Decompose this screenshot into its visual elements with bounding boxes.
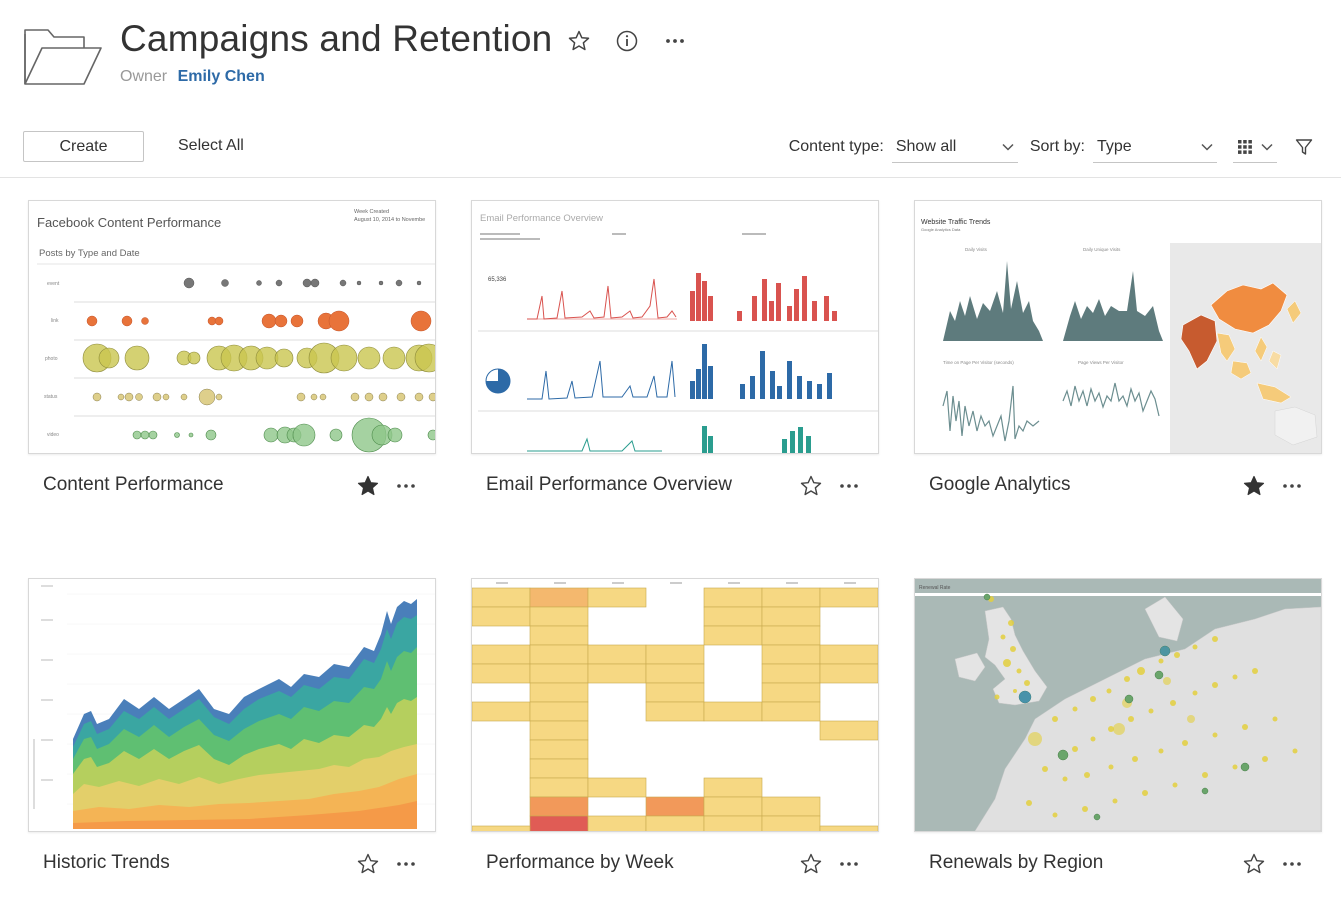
owner-row: Owner Emily Chen xyxy=(120,68,265,86)
filter-icon[interactable] xyxy=(1293,136,1315,158)
content-type-label: Content type: xyxy=(788,138,884,155)
workbook-thumbnail[interactable]: Facebook Content Performance Posts by Ty… xyxy=(28,200,436,454)
content-type-value: Show all xyxy=(895,137,957,155)
card-footer: Content Performance xyxy=(28,468,436,508)
more-icon[interactable] xyxy=(662,28,688,54)
thumb-panel-title: Time on Page Per Visitor (seconds) xyxy=(943,360,1014,365)
thumb-note: Week Created xyxy=(354,209,389,215)
star-icon[interactable] xyxy=(1242,852,1266,876)
thumb-title: Website Traffic Trends xyxy=(921,219,991,226)
workbook-card: Historic Trends xyxy=(28,578,436,886)
toolbar-divider xyxy=(0,177,1341,178)
card-title[interactable]: Content Performance xyxy=(43,474,224,495)
header-actions xyxy=(566,28,688,54)
thumb-panel-title: Page Views Per Visitor xyxy=(1078,360,1124,365)
thumbnail-traffic-dashboard: Website Traffic Trends Google Analytics … xyxy=(921,219,1321,453)
card-title[interactable]: Historic Trends xyxy=(43,852,170,873)
card-title[interactable]: Email Performance Overview xyxy=(486,474,733,495)
workbook-card: Website Traffic Trends Google Analytics … xyxy=(914,200,1322,508)
card-title[interactable]: Performance by Week xyxy=(486,852,674,873)
owner-label: Owner xyxy=(120,68,168,85)
workbook-thumbnail[interactable]: Email Performance Overview 65,336 xyxy=(471,200,879,454)
thumb-title: Facebook Content Performance xyxy=(37,215,221,230)
sort-by-label: Sort by: xyxy=(1029,138,1085,155)
thumbnail-map: Renewal Rate xyxy=(915,579,1321,831)
view-mode-select[interactable] xyxy=(1233,131,1277,163)
thumbnail-email-dashboard: Email Performance Overview 65,336 xyxy=(478,213,878,453)
more-icon[interactable] xyxy=(394,852,418,876)
star-icon[interactable] xyxy=(356,474,380,498)
card-footer: Historic Trends xyxy=(28,846,436,886)
folder-icon xyxy=(22,24,104,88)
create-button[interactable]: Create xyxy=(23,131,144,162)
thumb-row-label: event xyxy=(47,281,60,287)
owner-link[interactable]: Emily Chen xyxy=(177,68,265,85)
thumb-row-label: status xyxy=(44,394,58,400)
workbook-thumbnail[interactable]: Renewal Rate xyxy=(914,578,1322,832)
chevron-down-icon xyxy=(1201,143,1213,151)
more-icon[interactable] xyxy=(837,474,861,498)
thumbnail-bubble-chart: Facebook Content Performance Posts by Ty… xyxy=(37,209,435,453)
star-icon[interactable] xyxy=(799,852,823,876)
more-icon[interactable] xyxy=(837,852,861,876)
card-title[interactable]: Google Analytics xyxy=(929,474,1071,495)
thumb-panel-title: Daily Visits xyxy=(965,247,988,252)
thumb-title: Email Performance Overview xyxy=(480,213,603,224)
more-icon[interactable] xyxy=(394,474,418,498)
thumbnail-stacked-area xyxy=(33,585,435,829)
card-title[interactable]: Renewals by Region xyxy=(929,852,1104,873)
sort-by-value: Type xyxy=(1097,137,1132,155)
asia-map xyxy=(1180,282,1318,446)
star-icon[interactable] xyxy=(356,852,380,876)
thumbnail-heatmap xyxy=(472,582,878,831)
thumb-note: August 10, 2014 to Novembe xyxy=(354,217,425,223)
workbook-thumbnail[interactable]: Website Traffic Trends Google Analytics … xyxy=(914,200,1322,454)
workbook-card: Performance by Week xyxy=(471,578,879,886)
info-icon[interactable] xyxy=(614,28,640,54)
thumb-panel-title: Daily Unique Visits xyxy=(1083,247,1121,252)
star-icon[interactable] xyxy=(1242,474,1266,498)
star-icon[interactable] xyxy=(799,474,823,498)
workbook-thumbnail[interactable] xyxy=(471,578,879,832)
thumb-subtitle: Google Analytics Data xyxy=(921,227,961,232)
card-footer: Google Analytics xyxy=(914,468,1322,508)
workbook-card: Facebook Content Performance Posts by Ty… xyxy=(28,200,436,508)
grid-view-icon xyxy=(1238,139,1252,154)
chevron-down-icon xyxy=(1261,143,1273,151)
thumb-subtitle: Posts by Type and Date xyxy=(39,248,140,259)
more-icon[interactable] xyxy=(1280,474,1304,498)
toolbar-right: Content type: Show all Sort by: Type xyxy=(789,131,1315,163)
card-footer: Renewals by Region xyxy=(914,846,1322,886)
workbook-card: Renewal Rate Renewals by Region xyxy=(914,578,1322,886)
content-type-select[interactable]: Show all xyxy=(891,131,1018,163)
workbook-card: Email Performance Overview 65,336 Em xyxy=(471,200,879,508)
page-title: Campaigns and Retention xyxy=(120,18,553,59)
workbook-thumbnail[interactable] xyxy=(28,578,436,832)
more-icon[interactable] xyxy=(1280,852,1304,876)
thumb-row-label: video xyxy=(47,432,59,438)
sort-by-select[interactable]: Type xyxy=(1093,131,1217,163)
thumb-kpi: 65,336 xyxy=(488,277,507,283)
thumb-title: Renewal Rate xyxy=(919,585,951,591)
thumb-row-label: photo xyxy=(45,356,58,362)
select-all-link[interactable]: Select All xyxy=(178,137,244,154)
star-icon[interactable] xyxy=(566,28,592,54)
card-footer: Performance by Week xyxy=(471,846,879,886)
thumb-row-label: link xyxy=(51,318,59,324)
chevron-down-icon xyxy=(1002,143,1014,151)
card-footer: Email Performance Overview xyxy=(471,468,879,508)
